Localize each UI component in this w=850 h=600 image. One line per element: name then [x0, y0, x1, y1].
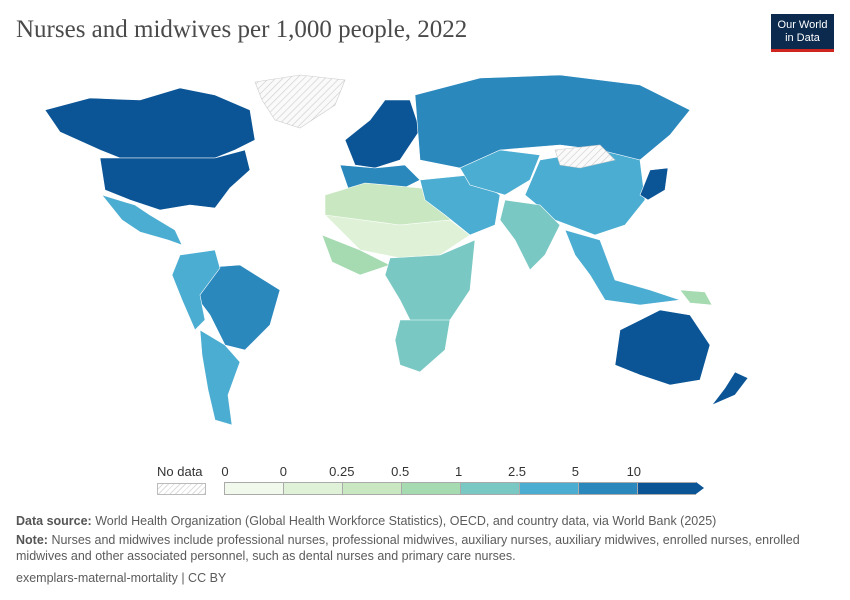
credit[interactable]: exemplars-maternal-mortality | CC BY — [16, 571, 227, 585]
legend-bin — [519, 482, 578, 495]
owid-logo[interactable]: Our World in Data — [771, 14, 834, 52]
legend-tick-label: 1 — [454, 464, 463, 479]
source-label: Data source: — [16, 514, 92, 528]
country-mongolia[interactable] — [554, 144, 616, 169]
legend-tick-label: 0 — [221, 464, 229, 479]
legend-bin — [460, 482, 519, 495]
logo-line2: in Data — [785, 32, 820, 44]
legend-no-data-swatch — [157, 483, 206, 495]
legend-tick-label: 5 — [571, 464, 580, 479]
legend-bin — [342, 482, 401, 495]
country-greenland[interactable] — [254, 74, 346, 129]
legend-bin — [637, 482, 696, 495]
country-india[interactable] — [499, 199, 561, 271]
note-text: Nurses and midwives include professional… — [16, 533, 800, 563]
note-label: Note: — [16, 533, 48, 547]
country-canada[interactable] — [44, 87, 256, 159]
legend-bin — [578, 482, 637, 495]
legend-tick-label: 0.25 — [329, 464, 355, 479]
country-sahel[interactable] — [324, 214, 471, 259]
legend-bin — [283, 482, 342, 495]
country-southern-africa[interactable] — [394, 319, 451, 373]
country-southeast-asia[interactable] — [564, 229, 681, 306]
country-mexico-central-america[interactable] — [101, 194, 183, 246]
source-text: World Health Organization (Global Health… — [95, 514, 717, 528]
legend-bin — [401, 482, 460, 495]
chart-title: Nurses and midwives per 1,000 people, 20… — [16, 16, 468, 43]
note: Note: Nurses and midwives include profes… — [16, 532, 826, 564]
country-central-asia[interactable] — [459, 149, 541, 196]
legend-tick-label: 10 — [626, 464, 642, 479]
world-map — [44, 74, 749, 426]
logo-line1: Our World — [777, 19, 828, 31]
legend-arrow — [696, 482, 704, 494]
country-japan[interactable] — [639, 167, 669, 201]
legend-bin — [224, 482, 283, 495]
country-australia[interactable] — [614, 309, 711, 386]
legend-tick-label: 2.5 — [507, 464, 527, 479]
country-united-states[interactable] — [99, 149, 251, 211]
legend-tick-label: 0.5 — [391, 464, 410, 479]
legend-color-bins — [224, 482, 704, 495]
country-andean-south-america[interactable] — [171, 249, 221, 331]
country-papua-new-guinea[interactable] — [679, 289, 713, 306]
country-northern-europe[interactable] — [344, 99, 421, 169]
map-legend: No data 0 0 0.25 0.5 1 2.5 5 10 — [0, 458, 850, 498]
country-new-zealand[interactable] — [711, 371, 749, 406]
country-argentina-chile[interactable] — [199, 329, 241, 426]
legend-no-data-label: No data — [157, 464, 203, 479]
legend-tick-label: 0 — [279, 464, 288, 479]
country-china[interactable] — [524, 149, 646, 236]
country-russia[interactable] — [414, 74, 691, 169]
data-source: Data source: World Health Organization (… — [16, 513, 716, 529]
country-west-africa[interactable] — [321, 234, 391, 276]
